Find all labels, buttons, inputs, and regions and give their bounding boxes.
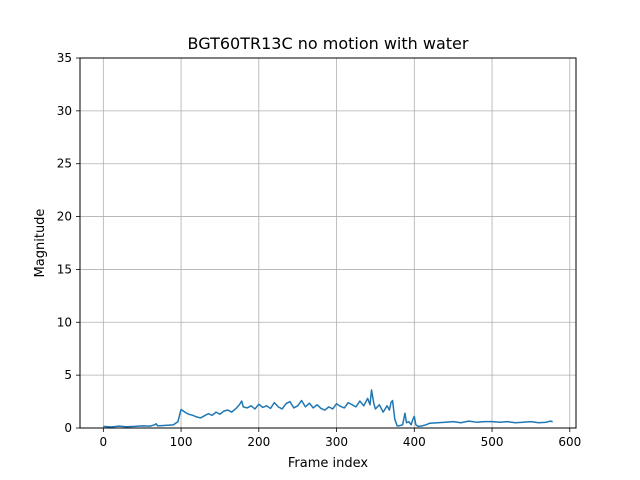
x-tick-label: 0: [100, 435, 108, 449]
y-tick-label: 5: [64, 368, 72, 382]
y-tick-label: 20: [57, 210, 72, 224]
y-tick-label: 15: [57, 262, 72, 276]
x-tick-label: 600: [558, 435, 581, 449]
x-tick-label: 200: [247, 435, 270, 449]
y-axis: 0 5 10 15 20 25 30 35: [57, 51, 80, 435]
magnitude-series-line: [103, 389, 553, 428]
chart-title: BGT60TR13C no motion with water: [188, 34, 469, 53]
y-tick-label: 0: [64, 421, 72, 435]
plot-area: [103, 389, 553, 428]
x-tick-label: 500: [481, 435, 504, 449]
x-tick-label: 300: [325, 435, 348, 449]
x-axis: 0 100 200 300 400 500 600: [100, 428, 581, 449]
y-tick-label: 35: [57, 51, 72, 65]
x-axis-label: Frame index: [288, 456, 369, 471]
axes-frame: [79, 57, 577, 429]
x-tick-label: 400: [403, 435, 426, 449]
x-tick-label: 100: [170, 435, 193, 449]
y-tick-label: 30: [57, 104, 72, 118]
y-tick-label: 10: [57, 315, 72, 329]
y-axis-label: Magnitude: [33, 209, 48, 278]
y-tick-label: 25: [57, 157, 72, 171]
